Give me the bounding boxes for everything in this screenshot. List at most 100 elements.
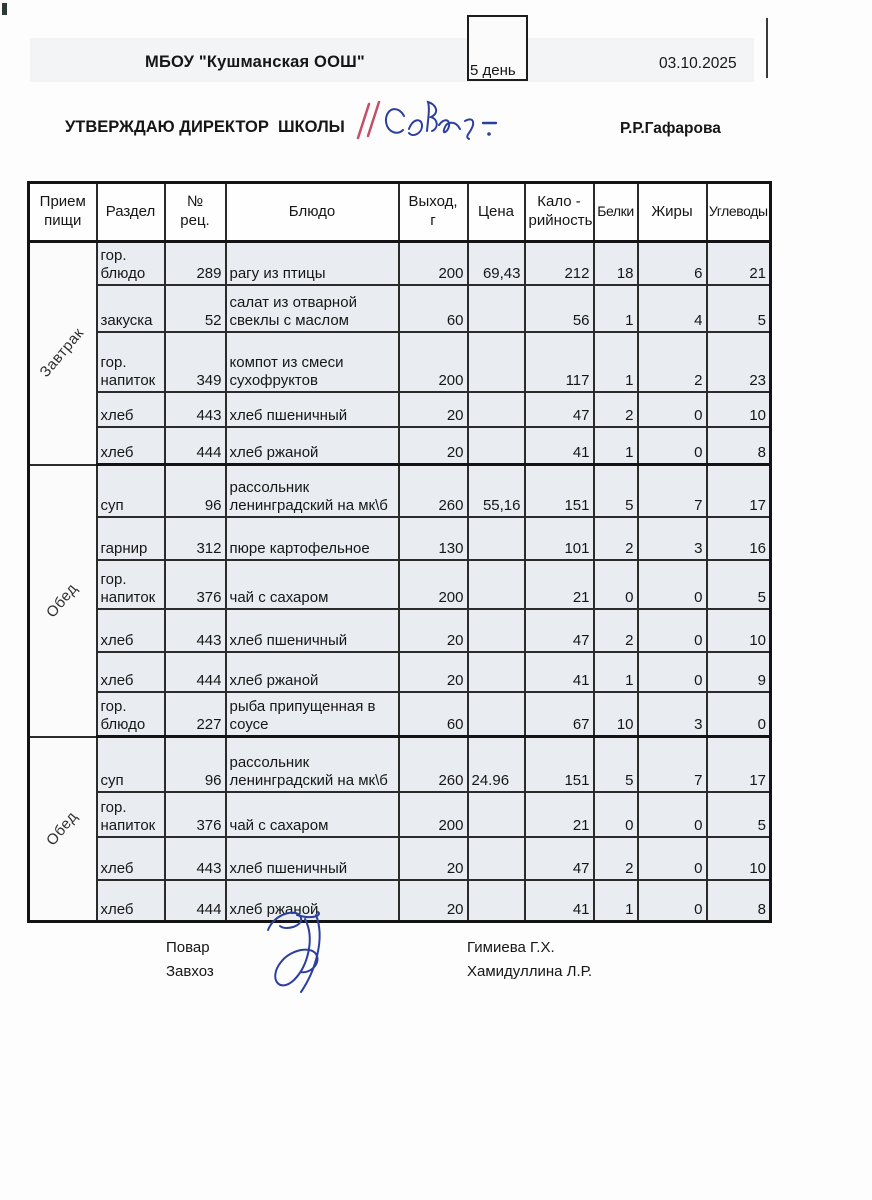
col-header-carbs: Углеводы	[705, 181, 772, 243]
cell-carbs: 17	[705, 463, 772, 518]
cell-carbs: 21	[705, 240, 772, 286]
cell-razdel: гарнир	[95, 515, 166, 561]
cell-fat: 7	[636, 735, 708, 793]
cell-carbs: 17	[705, 735, 772, 793]
day-number-box: 5 день	[467, 15, 528, 81]
cell-output: 20	[397, 607, 469, 653]
table-header-row: Прием пищи Раздел № рец. Блюдо Выход, г …	[27, 181, 772, 243]
cell-carbs: 10	[705, 835, 772, 881]
cell-rec-no: 443	[163, 835, 227, 881]
cook-name: Гимиева Г.Х.	[467, 939, 555, 956]
cell-output: 60	[397, 690, 469, 738]
cell-protein: 2	[592, 835, 639, 881]
cell-rec-no: 227	[163, 690, 227, 738]
cell-price	[466, 283, 526, 333]
director-signature	[356, 100, 498, 140]
cell-fat: 0	[636, 558, 708, 610]
cell-carbs: 9	[705, 650, 772, 693]
cell-output: 20	[397, 425, 469, 466]
cell-dish: рассольник ленинградский на мк\б	[224, 463, 400, 518]
table-row: хлеб 444 хлеб ржаной 20 41 1 0 9	[29, 650, 772, 693]
cell-rec-no: 376	[163, 790, 227, 838]
cell-dish: чай с сахаром	[224, 558, 400, 610]
meal-cell-lunch-2: Обед	[27, 735, 98, 923]
cell-carbs: 5	[705, 283, 772, 333]
meal-cell-lunch-1: Обед	[27, 463, 98, 738]
cell-fat: 6	[636, 240, 708, 286]
cell-kcal: 56	[523, 283, 595, 333]
col-header-kcal: Кало - рийность	[523, 181, 595, 243]
cell-protein: 2	[592, 390, 639, 428]
table-row: гор. напиток 376 чай с сахаром 200 21 0 …	[29, 790, 772, 838]
cell-rec-no: 96	[163, 735, 227, 793]
cell-dish: хлеб пшеничный	[224, 835, 400, 881]
director-name: Р.Р.Гафарова	[620, 120, 721, 137]
cell-carbs: 10	[705, 390, 772, 428]
cell-price	[466, 690, 526, 738]
cell-rec-no: 52	[163, 283, 227, 333]
cell-fat: 0	[636, 790, 708, 838]
cell-carbs: 5	[705, 790, 772, 838]
cell-protein: 1	[592, 650, 639, 693]
col-header-meal: Прием пищи	[27, 181, 98, 243]
role-cook-label: Повар	[166, 939, 210, 956]
cell-output: 20	[397, 835, 469, 881]
cell-kcal: 21	[523, 790, 595, 838]
cell-rec-no: 289	[163, 240, 227, 286]
cell-output: 130	[397, 515, 469, 561]
cell-razdel: гор. напиток	[95, 558, 166, 610]
cell-rec-no: 444	[163, 425, 227, 466]
cell-kcal: 41	[523, 425, 595, 466]
cell-razdel: хлеб	[95, 835, 166, 881]
table-row: гор. блюдо 227 рыба припущенная в соусе …	[29, 690, 772, 738]
cell-razdel: хлеб	[95, 607, 166, 653]
table-row: хлеб 443 хлеб пшеничный 20 47 2 0 10	[29, 607, 772, 653]
cell-razdel: хлеб	[95, 425, 166, 466]
cell-output: 20	[397, 390, 469, 428]
table-row: хлеб 444 хлеб ржаной 20 41 1 0 8	[29, 425, 772, 466]
cell-kcal: 101	[523, 515, 595, 561]
cell-fat: 0	[636, 390, 708, 428]
cell-price	[466, 390, 526, 428]
cell-dish: чай с сахаром	[224, 790, 400, 838]
cell-dish: рассольник ленинградский на мк\б	[224, 735, 400, 793]
cell-price: 69,43	[466, 240, 526, 286]
cell-rec-no: 443	[163, 607, 227, 653]
day-number-label: 5 день	[470, 62, 516, 79]
cell-fat: 3	[636, 515, 708, 561]
cell-kcal: 117	[523, 330, 595, 393]
col-header-fat: Жиры	[636, 181, 708, 243]
cell-fat: 4	[636, 283, 708, 333]
cell-output: 200	[397, 558, 469, 610]
cell-dish: компот из смеси сухофруктов	[224, 330, 400, 393]
cell-kcal: 47	[523, 607, 595, 653]
cell-output: 200	[397, 330, 469, 393]
col-header-price: Цена	[466, 181, 526, 243]
cell-price: 55,16	[466, 463, 526, 518]
menu-table: Прием пищи Раздел № рец. Блюдо Выход, г …	[27, 181, 772, 923]
cell-price	[466, 558, 526, 610]
cell-razdel: суп	[95, 463, 166, 518]
cell-kcal: 151	[523, 463, 595, 518]
cell-dish: хлеб ржаной	[224, 425, 400, 466]
cell-carbs: 23	[705, 330, 772, 393]
cell-carbs: 0	[705, 690, 772, 738]
cell-razdel: гор. напиток	[95, 330, 166, 393]
cell-fat: 0	[636, 607, 708, 653]
scan-shade-band	[30, 38, 754, 82]
cell-razdel: хлеб	[95, 878, 166, 923]
cell-fat: 3	[636, 690, 708, 738]
meal-label: Обед	[43, 808, 82, 849]
table-row: гор. напиток 349 компот из смеси сухофру…	[29, 330, 772, 393]
scan-artifact-mark	[2, 3, 7, 15]
cell-rec-no: 312	[163, 515, 227, 561]
role-steward-label: Завхоз	[166, 963, 214, 980]
cell-kcal: 212	[523, 240, 595, 286]
cell-razdel: закуска	[95, 283, 166, 333]
cell-price	[466, 650, 526, 693]
cell-protein: 5	[592, 735, 639, 793]
cell-dish: рыба припущенная в соусе	[224, 690, 400, 738]
cell-kcal: 21	[523, 558, 595, 610]
cell-fat: 0	[636, 425, 708, 466]
